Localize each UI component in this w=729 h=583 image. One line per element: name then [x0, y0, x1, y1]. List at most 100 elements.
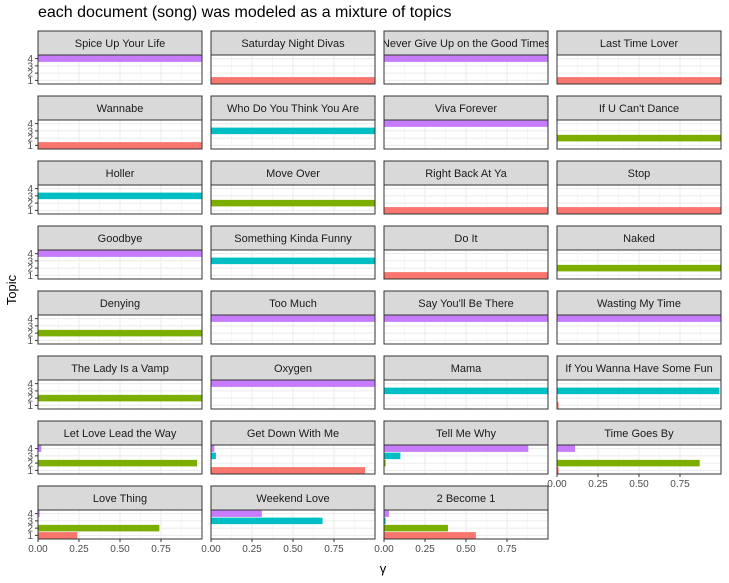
panel-border — [210, 119, 376, 150]
facet-panel: Time Goes By 0.00 0.25 0.50 0.75 — [547, 420, 722, 490]
bar-topic-1 — [384, 532, 476, 539]
facet-strip — [210, 95, 376, 121]
bar-topic-2 — [384, 524, 448, 532]
bar-topic-4 — [38, 55, 202, 62]
facet-panel: Move Over — [210, 160, 376, 215]
bar-topic-1 — [557, 467, 559, 474]
facet-strip — [37, 355, 203, 381]
facet-panel: Do It — [383, 225, 549, 280]
y-axis-title: Topic — [4, 274, 19, 305]
facet-label: Move Over — [266, 168, 320, 180]
facet-label: Wasting My Time — [597, 298, 681, 310]
panel-border — [210, 184, 376, 215]
bar-topic-4 — [557, 315, 721, 322]
x-tick-label: 0.25 — [415, 544, 435, 555]
facet-strip — [210, 355, 376, 381]
y-tick-label: 3 — [27, 256, 33, 267]
y-tick-label: 3 — [27, 321, 33, 332]
facet-label: Holler — [106, 168, 135, 180]
y-tick-label: 2 — [27, 199, 33, 210]
facet-strip — [556, 160, 722, 186]
panel-border — [383, 119, 549, 150]
y-tick-label: 3 — [27, 126, 33, 137]
bar-topic-1 — [211, 77, 375, 84]
facet-label: Never Give Up on the Good Times — [382, 38, 551, 50]
facet-label: Wannabe — [97, 103, 144, 115]
bar-topic-1 — [557, 402, 559, 409]
facet-panel: Viva Forever — [383, 95, 549, 150]
facet-strip — [210, 30, 376, 56]
facet-strip — [210, 160, 376, 186]
bar-topic-2 — [38, 394, 202, 402]
facet-panel: Get Down With Me — [210, 420, 376, 475]
facet-strip — [556, 30, 722, 56]
panel-border — [37, 249, 203, 280]
panel-border — [210, 314, 376, 345]
bar-topic-1 — [38, 142, 202, 149]
bar-topic-1 — [38, 532, 78, 539]
x-tick-label: 0.75 — [497, 544, 517, 555]
y-tick-label: 2 — [27, 69, 33, 80]
facet-strip — [556, 225, 722, 251]
y-tick-label: 1 — [27, 206, 33, 217]
facet-strip — [210, 420, 376, 446]
x-tick-label: 0.00 — [547, 479, 567, 490]
chart-title: each document (song) was modeled as a mi… — [38, 4, 452, 21]
facet-panel: Tell Me Why — [383, 420, 549, 475]
panel-border — [37, 314, 203, 345]
facet-panel: If You Wanna Have Some Fun — [556, 355, 722, 410]
bar-topic-3 — [384, 387, 548, 395]
panel-border — [383, 379, 549, 410]
bar-topic-4 — [211, 380, 375, 387]
bar-topic-3 — [211, 452, 216, 460]
facet-strip — [210, 485, 376, 511]
facet-label: Saturday Night Divas — [241, 38, 345, 50]
panel-border — [37, 444, 203, 475]
bar-topic-2 — [557, 459, 700, 467]
facet-label: Something Kinda Funny — [234, 233, 352, 245]
bar-topic-4 — [557, 445, 576, 452]
facet-strip — [556, 95, 722, 121]
facet-strip — [383, 355, 549, 381]
bar-topic-4 — [38, 510, 40, 517]
panel-border — [383, 54, 549, 85]
panel-border — [556, 54, 722, 85]
bar-topic-3 — [211, 257, 375, 265]
facet-panel: Stop — [556, 160, 722, 215]
x-tick-label: 0.00 — [201, 544, 221, 555]
bar-topic-1 — [557, 77, 721, 84]
panel-border — [383, 314, 549, 345]
y-tick-label: 3 — [27, 191, 33, 202]
x-tick-label: 0.75 — [670, 479, 690, 490]
facet-strip — [37, 95, 203, 121]
facet-label: Right Back At Ya — [425, 168, 507, 180]
x-axis-title: γ — [380, 561, 387, 576]
y-tick-label: 3 — [27, 516, 33, 527]
y-tick-label: 1 — [27, 271, 33, 282]
facet-label: Last Time Lover — [600, 38, 679, 50]
bar-topic-4 — [384, 55, 548, 62]
facet-strip — [556, 290, 722, 316]
facet-panel: Never Give Up on the Good Times — [382, 30, 551, 85]
panel-border — [210, 54, 376, 85]
bar-topic-1 — [384, 272, 548, 279]
y-tick-label: 2 — [27, 264, 33, 275]
panel-border — [556, 314, 722, 345]
bar-topic-4 — [211, 510, 262, 517]
y-tick-label: 2 — [27, 524, 33, 535]
panel-border — [210, 379, 376, 410]
y-tick-label: 1 — [27, 76, 33, 87]
facet-label: Stop — [628, 168, 651, 180]
facet-panel: Right Back At Ya — [383, 160, 549, 215]
bar-topic-3 — [557, 387, 720, 395]
bar-topic-2 — [557, 264, 721, 272]
facet-label: Weekend Love — [256, 493, 329, 505]
facet-panel: Something Kinda Funny — [210, 225, 376, 280]
panel-border — [383, 249, 549, 280]
panel-border — [37, 184, 203, 215]
bar-topic-4 — [384, 315, 548, 322]
